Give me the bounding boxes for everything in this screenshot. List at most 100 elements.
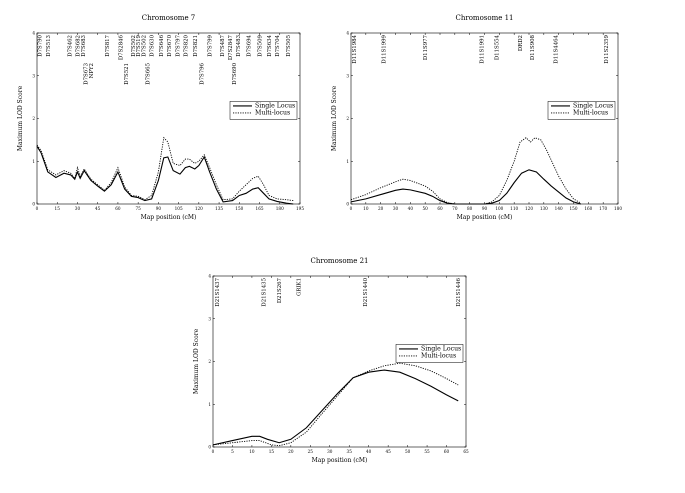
y-tick-label: 3: [32, 73, 35, 78]
chart-panel-2: Chromosome 11 Map position (cM) Maximum LO…: [331, 14, 622, 221]
x-tick-label: 105: [175, 206, 183, 211]
x-tick-label: 150: [570, 206, 578, 211]
x-tick-label: 30: [393, 206, 399, 211]
marker-label: D7S665: [146, 62, 152, 84]
x-tick-label: 90: [156, 206, 162, 211]
marker-label: D7S462: [67, 35, 73, 57]
marker-label: D7S519: [136, 34, 142, 56]
x-tick-label: 90: [482, 206, 488, 211]
marker-label: D7S513: [46, 34, 52, 56]
marker-label: D11S977: [423, 34, 429, 60]
marker-label: D7S646: [159, 34, 165, 56]
marker-label: D21S1446: [456, 277, 462, 306]
y-tick-label: 3: [208, 316, 211, 321]
chart-title: Chromosome 21: [311, 257, 369, 265]
y-axis-label: Maximum LOD Score: [17, 85, 24, 151]
x-tick-label: 45: [385, 449, 391, 454]
x-tick-label: 0: [212, 449, 215, 454]
marker-label: D21S1440: [363, 277, 369, 306]
x-tick-label: 80: [467, 206, 473, 211]
marker-label: D7S630: [150, 34, 156, 56]
x-tick-label: 150: [235, 206, 243, 211]
marker-label: DRD2: [518, 35, 524, 51]
marker-label: D7S704: [275, 34, 281, 56]
x-axis-label: Map position (cM): [312, 457, 368, 464]
x-tick-label: 20: [288, 449, 294, 454]
x-tick-label: 180: [614, 206, 622, 211]
marker-label: D7S634: [267, 34, 273, 56]
x-tick-label: 55: [424, 449, 430, 454]
x-axis-label: Map position (cM): [457, 214, 513, 221]
y-tick-label: 2: [32, 116, 35, 121]
y-tick-label: 0: [208, 445, 211, 450]
series-line-multi-locus: [36, 136, 294, 202]
x-tick-label: 60: [444, 449, 450, 454]
x-tick-label: 30: [327, 449, 333, 454]
x-tick-label: 40: [408, 206, 414, 211]
y-tick-label: 1: [208, 402, 211, 407]
marker-label: D7S670: [167, 34, 173, 56]
marker-label: D7S487: [220, 34, 226, 56]
y-tick-label: 0: [346, 202, 349, 207]
series-line-single-locus: [212, 369, 459, 446]
x-tick-label: 70: [452, 206, 458, 211]
legend-label: Single Locus: [573, 102, 613, 109]
marker-label: D7S790: [38, 34, 44, 56]
y-tick-label: 0: [32, 202, 35, 207]
x-tick-label: 35: [347, 449, 353, 454]
x-tick-label: 60: [115, 206, 121, 211]
x-tick-label: 160: [584, 206, 592, 211]
x-tick-label: 120: [525, 206, 533, 211]
x-tick-label: 65: [463, 449, 469, 454]
x-tick-label: 195: [296, 206, 304, 211]
marker-label: D7S683: [81, 34, 87, 56]
x-tick-label: 25: [308, 449, 314, 454]
marker-label: D7S509: [258, 34, 264, 56]
marker-label: D7S682: [75, 35, 81, 57]
x-tick-label: 30: [75, 206, 81, 211]
legend-label: Single Locus: [255, 102, 295, 109]
marker-label: D7S502: [142, 35, 148, 57]
marker-label: D11S554: [494, 34, 500, 60]
y-tick-label: 1: [32, 159, 35, 164]
x-tick-label: 135: [215, 206, 223, 211]
marker-label: D7S505: [286, 34, 292, 56]
x-tick-label: 60: [437, 206, 443, 211]
marker-label: D7S2846: [119, 34, 125, 60]
marker-label: NPY2: [89, 63, 95, 78]
chart-panel-1: Chromosome 7 Map position (cM) Maximum LOD…: [17, 14, 304, 221]
legend-label: Single Locus: [421, 345, 461, 352]
series-line-single-locus: [36, 145, 294, 205]
x-tick-label: 120: [195, 206, 203, 211]
marker-label: D11S1999: [382, 34, 388, 63]
y-tick-label: 4: [346, 31, 349, 36]
x-tick-label: 0: [36, 206, 39, 211]
marker-label: D7S502: [131, 35, 137, 57]
marker-label: D7S673: [84, 62, 90, 84]
marker-label: D7S821: [193, 35, 199, 57]
marker-label: D7S694: [247, 34, 253, 56]
y-tick-label: 3: [346, 73, 349, 78]
marker-label: D7S797: [175, 34, 181, 56]
marker-label: D7S2847: [228, 34, 234, 60]
marker-label: D7S690: [232, 62, 238, 84]
x-tick-label: 110: [510, 206, 518, 211]
marker-label: D21S1437: [215, 277, 221, 306]
x-tick-label: 15: [269, 449, 275, 454]
x-tick-label: 40: [366, 449, 372, 454]
x-tick-label: 75: [135, 206, 141, 211]
marker-label: D7S817: [105, 34, 111, 56]
chart-title: Chromosome 11: [456, 14, 514, 22]
marker-label: D11S1991: [480, 35, 486, 64]
marker-label: D11S1984: [352, 34, 358, 63]
x-tick-label: 100: [495, 206, 503, 211]
x-tick-label: 15: [55, 206, 61, 211]
chart-title: Chromosome 7: [142, 14, 196, 22]
y-axis-label: Maximum LOD Score: [193, 328, 200, 394]
marker-label: D21S1435: [262, 277, 268, 306]
x-tick-label: 10: [363, 206, 369, 211]
